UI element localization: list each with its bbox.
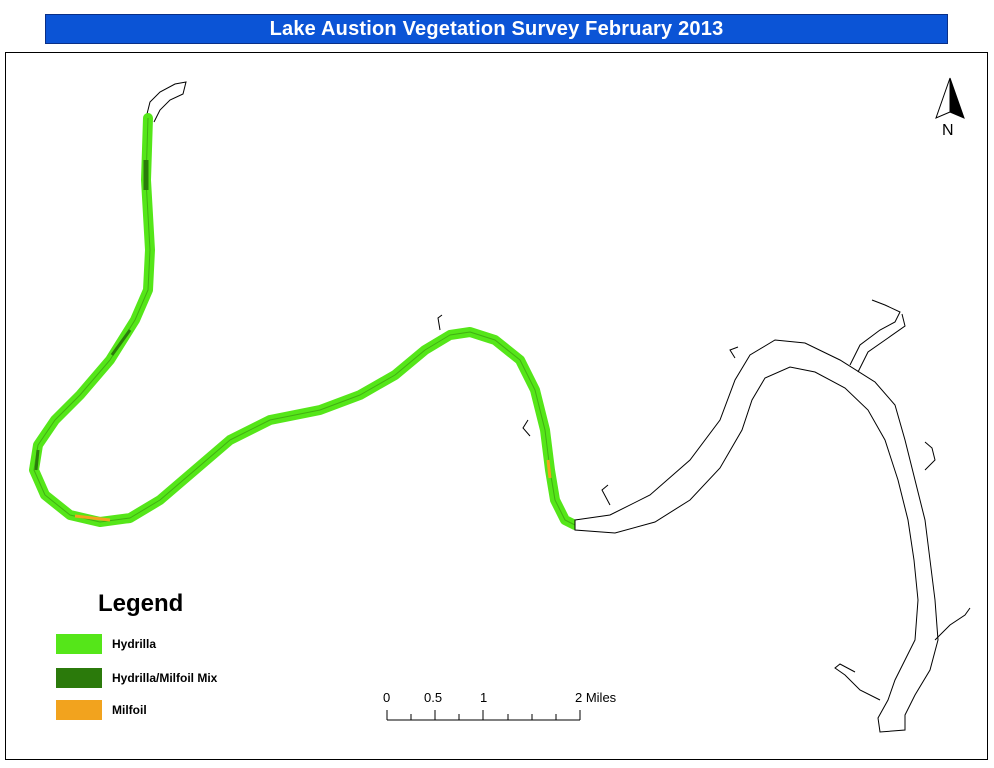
tributary-east bbox=[924, 441, 936, 471]
hydrilla-river-edge bbox=[33, 117, 576, 526]
scale-bar bbox=[386, 710, 581, 721]
legend-label-milfoil: Milfoil bbox=[112, 703, 147, 717]
map-title: Lake Austion Vegetation Survey February … bbox=[269, 17, 724, 40]
hydrilla-milfoil-mix-swatch bbox=[56, 668, 102, 688]
milfoil-patch-curve bbox=[546, 459, 552, 479]
river-head-outline bbox=[145, 81, 187, 123]
milfoil-patch-bottom bbox=[74, 514, 111, 522]
north-label: N bbox=[942, 122, 954, 139]
legend: Legend Hydrilla Hydrilla/Milfoil Mix Mil… bbox=[56, 588, 286, 728]
legend-item-hydrilla-milfoil-mix: Hydrilla/Milfoil Mix bbox=[56, 668, 286, 690]
legend-item-milfoil: Milfoil bbox=[56, 700, 286, 722]
legend-label-hydrilla: Hydrilla bbox=[112, 637, 157, 651]
tributary-south-west bbox=[834, 663, 881, 701]
legend-label-hydrilla-milfoil-mix: Hydrilla/Milfoil Mix bbox=[112, 671, 218, 685]
tributary-upper-small bbox=[437, 314, 443, 331]
scale-label-0: 0 bbox=[383, 690, 391, 705]
river-lower-outline bbox=[574, 339, 939, 733]
map-frame bbox=[5, 52, 988, 760]
mix-patch-left bbox=[110, 329, 132, 356]
hydrilla-swatch bbox=[56, 634, 102, 654]
hydrilla-river-band bbox=[29, 113, 580, 530]
tributary-lower-2 bbox=[729, 346, 739, 359]
tributary-northeast-inner bbox=[857, 313, 906, 373]
tributary-lower-1 bbox=[601, 484, 611, 506]
map-title-bar: Lake Austion Vegetation Survey February … bbox=[45, 14, 948, 44]
legend-item-hydrilla: Hydrilla bbox=[56, 634, 286, 656]
legend-title: Legend bbox=[98, 590, 184, 617]
tributary-south-east bbox=[934, 607, 971, 641]
scale-label-half: 0.5 bbox=[424, 690, 443, 705]
scale-label-2-miles: 2 Miles bbox=[575, 690, 617, 705]
tributary-northeast bbox=[849, 299, 901, 366]
tributary-mid-west bbox=[522, 419, 531, 437]
mix-patch-bend bbox=[34, 449, 40, 471]
scale-label-1: 1 bbox=[480, 690, 488, 705]
milfoil-swatch bbox=[56, 700, 102, 720]
north-arrow bbox=[935, 77, 965, 119]
